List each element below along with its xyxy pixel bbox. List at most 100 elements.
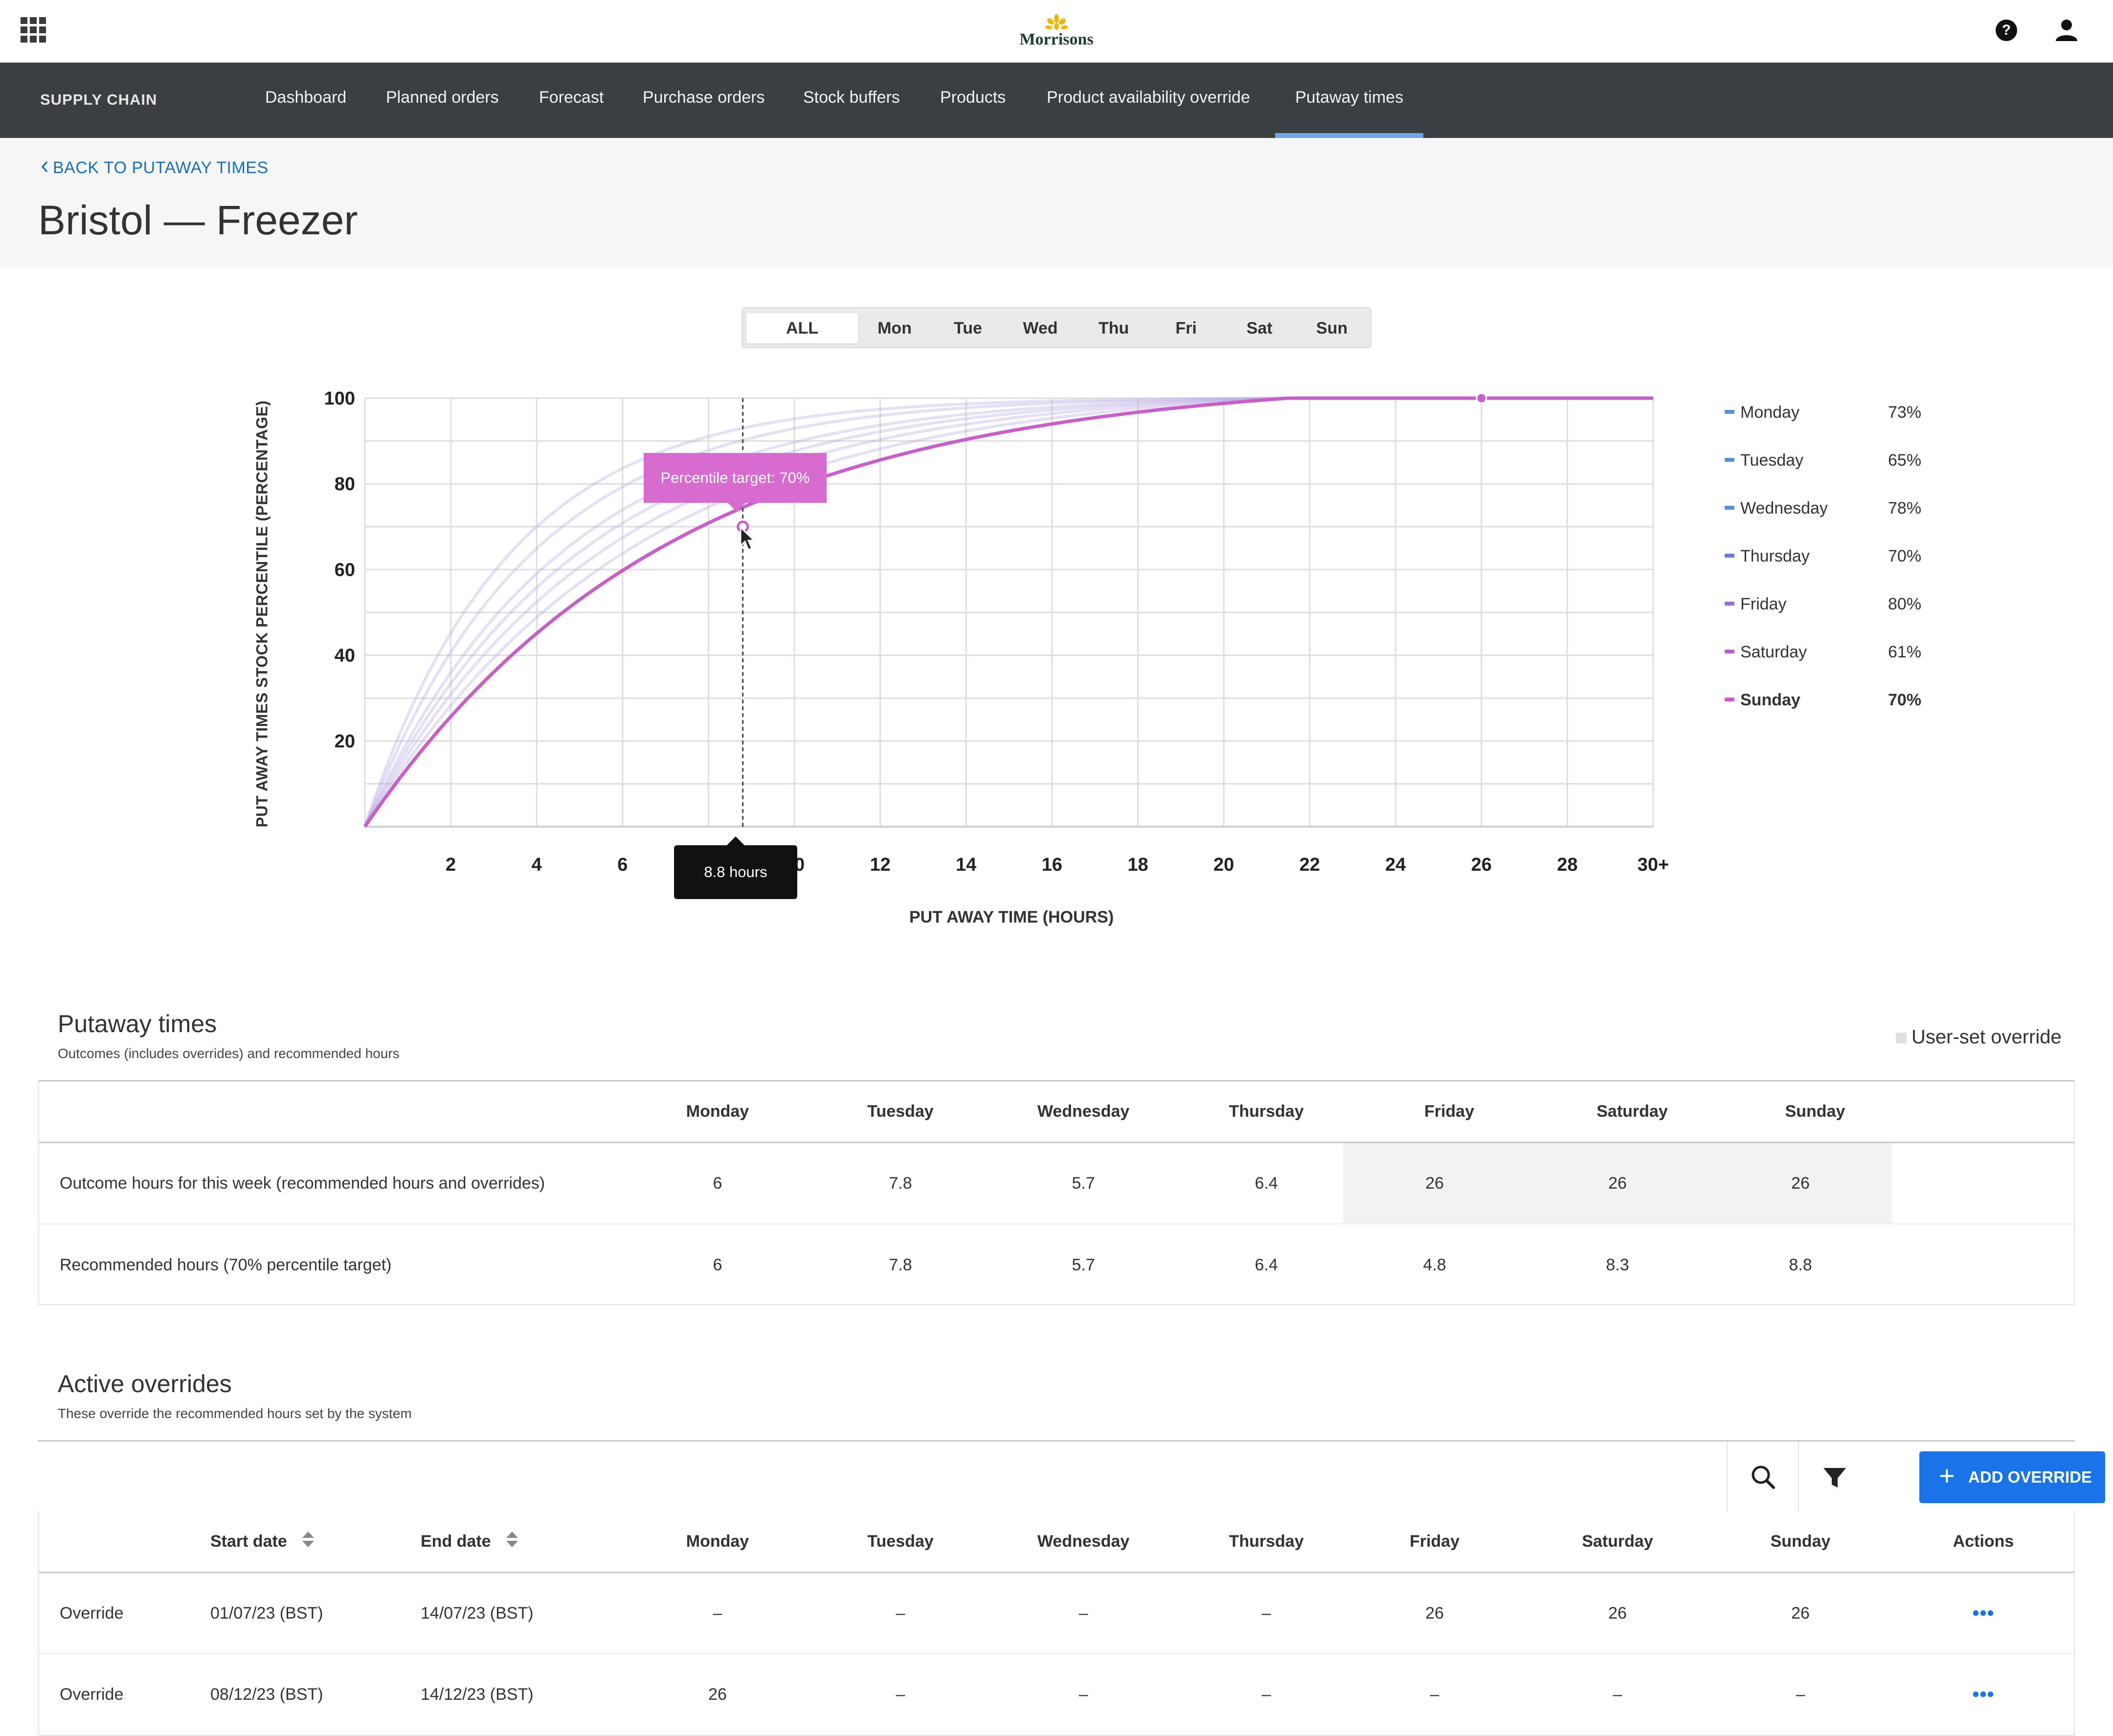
column-header: Thursday [1229,1532,1304,1551]
column-header-label: Start date [210,1532,287,1551]
nav-item-product-availability-override[interactable]: Product availability override [1047,88,1250,107]
day-filter-fri[interactable]: Fri [1175,319,1197,338]
x-tick-label: 2 [446,855,456,875]
day-filter-sun[interactable]: Sun [1316,319,1348,338]
column-header-end-date[interactable]: End date [421,1511,616,1572]
table-cell: – [713,1603,722,1623]
series-line-monday [363,397,1653,828]
legend-name: Sunday [1740,691,1800,709]
mouse-cursor-icon [739,525,757,554]
legend-percent: 70% [1888,691,1922,709]
column-header-start-date[interactable]: Start date [210,1511,416,1572]
day-filter-thu[interactable]: Thu [1098,319,1129,338]
legend-item-thursday[interactable]: Thursday 70% [1722,544,1927,592]
day-filter: ALL Mon Tue Wed Thu Fri Sat Sun [742,307,1371,348]
day-filter-all[interactable]: ALL [746,313,858,343]
table-cell-override: 26 [1709,1143,1892,1223]
table-cell: 8.8 [1789,1255,1812,1274]
nav-item-dashboard[interactable]: Dashboard [265,88,347,107]
day-filter-mon[interactable]: Mon [877,319,912,338]
x-tick-label: 16 [1042,855,1062,875]
table-cell: 26 [1425,1603,1444,1623]
table-header-row: Start date End date Monday Tuesday Wedne… [39,1511,2074,1573]
plus-icon: + [1939,1460,1955,1491]
filter-button[interactable] [1798,1442,1869,1513]
legend-item-wednesday[interactable]: Wednesday 78% [1722,496,1927,544]
nav-item-stock-buffers[interactable]: Stock buffers [803,88,900,107]
legend-name: Tuesday [1740,451,1804,470]
x-tick-label: 6 [617,855,628,875]
legend-swatch [1725,698,1734,701]
day-filter-wed[interactable]: Wed [1023,319,1058,338]
legend-item-friday[interactable]: Friday 80% [1722,592,1927,640]
column-header: Friday [1424,1102,1475,1121]
legend-item-monday[interactable]: Monday 73% [1722,400,1927,448]
row-actions-menu-icon[interactable]: ••• [1972,1683,1995,1705]
table-cell: 6 [713,1173,722,1193]
apps-grid-icon[interactable] [21,17,46,43]
x-tick-label: 14 [956,855,976,875]
x-tick-label: 18 [1127,855,1148,875]
legend-swatch [1725,602,1734,606]
column-header: Sunday [1785,1102,1845,1121]
help-icon[interactable]: ? [1996,20,2017,41]
series-line-tuesday [363,397,1653,828]
legend-item-saturday[interactable]: Saturday 61% [1722,640,1927,688]
table-cell: – [1261,1603,1271,1623]
row-actions-menu-icon[interactable]: ••• [1972,1602,1995,1624]
column-header: Monday [686,1102,749,1121]
table-cell: 5.7 [1072,1173,1095,1193]
legend-item-sunday[interactable]: Sunday 70% [1722,688,1927,736]
nav-item-planned-orders[interactable]: Planned orders [386,88,499,107]
column-header: Saturday [1596,1102,1668,1121]
row-type: Override [60,1685,124,1704]
legend-name: Friday [1740,595,1787,613]
x-tick-label: 12 [870,855,890,875]
legend-name: Monday [1740,403,1799,422]
logo-flower-icon [1045,14,1068,30]
table-cell-override: 26 [1343,1143,1526,1223]
putaway-section-title: Putaway times [58,1010,217,1037]
start-date: 01/07/23 (BST) [210,1603,323,1623]
day-filter-sat[interactable]: Sat [1246,319,1273,338]
morrisons-logo[interactable]: Morrisons [993,13,1120,52]
table-row: Override 08/12/23 (BST) 14/12/23 (BST) 2… [39,1654,2074,1736]
table-cell: 4.8 [1423,1255,1446,1274]
nav-item-putaway-times[interactable]: Putaway times [1295,88,1404,107]
legend-percent: 65% [1888,451,1922,470]
user-icon[interactable] [2054,18,2079,42]
chevron-left-icon [40,158,49,178]
nav-item-purchase-orders[interactable]: Purchase orders [643,88,765,107]
start-date: 08/12/23 (BST) [210,1685,323,1704]
override-key-label: User-set override [1911,1026,2062,1048]
back-link-label: BACK TO PUTAWAY TIMES [53,158,269,177]
search-icon [1752,1465,1775,1489]
table-header-row: Monday Tuesday Wednesday Thursday Friday… [39,1082,2074,1143]
column-header-label: End date [421,1532,491,1551]
column-header: Actions [1953,1532,2014,1551]
x-axis-label: PUT AWAY TIME (HOURS) [909,908,1114,926]
x-tick-label: 28 [1557,855,1577,875]
legend-item-tuesday[interactable]: Tuesday 65% [1722,448,1927,496]
column-header: Monday [686,1532,749,1551]
legend-percent: 80% [1888,595,1922,613]
series-line-wednesday [363,397,1653,828]
top-bar: Morrisons ? [0,0,2113,63]
add-override-button[interactable]: + ADD OVERRIDE [1919,1451,2105,1503]
filter-icon [1823,1468,1846,1488]
table-cell: 7.8 [889,1255,912,1274]
table-cell: 5.7 [1072,1255,1095,1274]
table-cell: – [1430,1685,1439,1704]
table-cell: 6.4 [1255,1173,1278,1193]
series-line-thursday [363,397,1653,828]
nav-item-forecast[interactable]: Forecast [539,88,604,107]
day-filter-tue[interactable]: Tue [954,319,982,338]
column-header: Sunday [1770,1532,1831,1551]
search-button[interactable] [1727,1442,1798,1513]
legend-name: Saturday [1740,643,1807,661]
back-link[interactable]: BACK TO PUTAWAY TIMES [40,158,269,178]
chart-y-ticks: 20 40 60 80 100 [324,388,355,752]
y-tick-label: 100 [324,388,355,409]
page-title: Bristol — Freezer [38,197,358,243]
nav-item-products[interactable]: Products [940,88,1006,107]
